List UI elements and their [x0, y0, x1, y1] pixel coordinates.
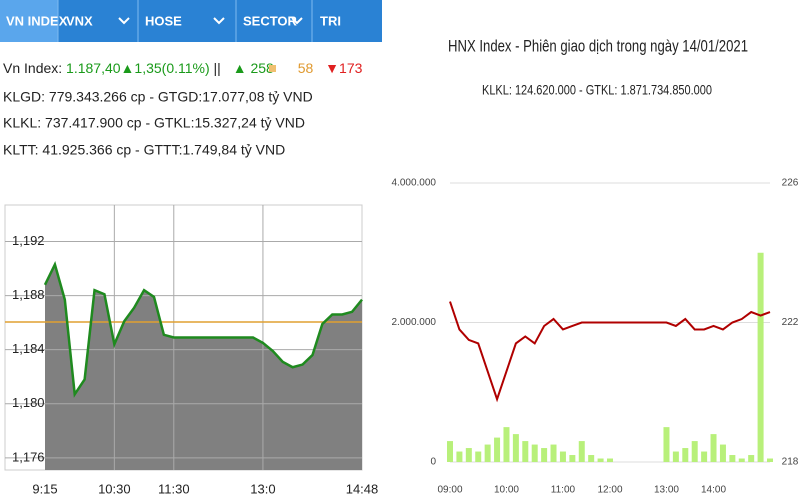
tab[interactable]: VN INDEX — [6, 13, 68, 28]
active-tab[interactable] — [0, 0, 58, 42]
index-change: ▲1,35(0.11%) — [121, 60, 210, 76]
unchanged-icon — [269, 65, 276, 72]
volume-bar — [729, 455, 736, 462]
volume-bar — [719, 444, 726, 462]
volume-bar — [541, 448, 548, 462]
volume-bar — [475, 451, 482, 462]
volume-bar — [672, 451, 679, 462]
volume-bar — [748, 455, 755, 462]
volume-bar — [691, 441, 698, 462]
y-tick-label: 1,192 — [12, 233, 45, 248]
tab[interactable]: SECTOR — [243, 13, 298, 28]
stats-line: KLKL: 737.417.900 cp - GTKL:15.327,24 tỷ… — [3, 115, 305, 131]
line — [43, 260, 363, 398]
chart-title: HNX Index - Phiên giao dịch trong ngày 1… — [448, 36, 748, 55]
stats-line: KLGD: 779.343.266 cp - GTGD:17.077,08 tỷ… — [3, 89, 313, 105]
y-tick-label: 0 — [430, 457, 436, 468]
volume-bar — [701, 451, 708, 462]
x-tick-label: 13:0 — [250, 481, 275, 496]
volume-bar — [710, 434, 717, 462]
tab[interactable]: TRI — [320, 13, 341, 28]
volume-bar — [512, 434, 519, 462]
y-tick-label: 2.000.000 — [392, 317, 437, 328]
y-tick-label: 4.000.000 — [392, 178, 437, 189]
volume-bar — [531, 444, 538, 462]
volume-bar — [484, 444, 491, 462]
volume-bar — [588, 455, 595, 462]
index-line — [449, 301, 771, 403]
tab[interactable]: VNX — [66, 13, 93, 28]
volume-bar — [447, 441, 453, 462]
tab-bar — [0, 0, 382, 42]
volume-bar — [607, 458, 613, 462]
volume-bar — [494, 437, 501, 462]
y-tick-label: 1,188 — [12, 287, 45, 302]
volume-bar — [465, 448, 472, 462]
volume-bar — [503, 427, 510, 462]
volume-bar — [550, 444, 557, 462]
x-tick-label: 14:48 — [346, 481, 379, 496]
unchanged: 58 — [298, 60, 314, 76]
x-tick-label: 14:00 — [701, 485, 726, 496]
x-tick-label: 10:00 — [494, 485, 519, 496]
advances: ▲ 258 — [233, 60, 274, 76]
y2-tick-label: 222 — [782, 317, 799, 328]
index-line: Vn Index: 1.187,40▲1,35(0.11%) || ▲ 258 … — [3, 60, 363, 76]
index-label: Vn Index: — [3, 60, 62, 76]
tab[interactable]: HOSE — [145, 13, 182, 28]
volume-bar — [559, 451, 566, 462]
volume-bar — [663, 427, 670, 462]
y-tick-label: 1,180 — [12, 395, 45, 410]
volume-bar — [456, 451, 463, 462]
separator: || — [214, 60, 221, 76]
volume-bar — [522, 441, 529, 462]
x-tick-label: 9:15 — [32, 481, 57, 496]
declines: ▼173 — [325, 60, 362, 76]
x-tick-label: 09:00 — [437, 485, 462, 496]
x-tick-label: 11:30 — [158, 481, 190, 496]
y2-tick-label: 226 — [782, 178, 799, 189]
volume-bar — [578, 441, 585, 462]
dropdown-icons — [118, 17, 303, 25]
volume-bar — [569, 455, 576, 462]
area — [45, 264, 362, 470]
index-value: 1.187,40 — [66, 60, 121, 76]
volume-bar — [767, 458, 773, 462]
x-tick-label: 11:00 — [551, 485, 576, 496]
volume-bar — [757, 252, 764, 462]
stats-line: KLTT: 41.925.366 cp - GTTT:1.749,84 tỷ V… — [3, 142, 285, 158]
volume-bar — [682, 448, 689, 462]
volume-bar — [738, 458, 745, 462]
tabs: VN INDEX VNX HOSE SECTOR TRI — [6, 0, 341, 42]
y-tick-label: 1,176 — [12, 449, 45, 464]
chart-subtitle: KLKL: 124.620.000 - GTKL: 1.871.734.850.… — [482, 82, 712, 98]
x-tick-label: 13:00 — [654, 485, 679, 496]
x-tick-label: 10:30 — [98, 481, 131, 496]
x-tick-label: 12:00 — [597, 485, 622, 496]
tab-dividers — [57, 0, 313, 42]
y2-tick-label: 218 — [782, 457, 799, 468]
y-tick-label: 1,184 — [12, 341, 45, 356]
volume-bar — [597, 458, 604, 462]
